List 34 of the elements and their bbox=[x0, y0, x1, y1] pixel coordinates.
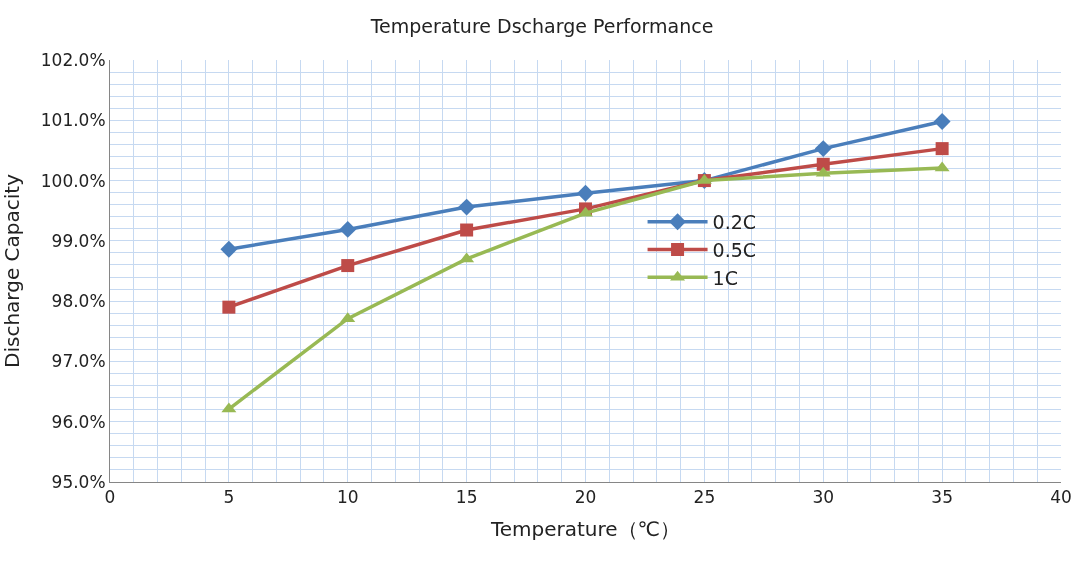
point bbox=[814, 140, 832, 158]
y-tick-label: 101.0% bbox=[40, 110, 106, 131]
x-tick-label: 40 bbox=[1050, 487, 1072, 508]
point bbox=[341, 259, 355, 273]
y-tick-label: 100.0% bbox=[40, 170, 106, 191]
x-tick-label: 25 bbox=[693, 487, 716, 508]
y-axis-title: Discharge Capacity bbox=[0, 173, 25, 368]
legend-label: 1C bbox=[712, 266, 738, 289]
x-tick-label: 10 bbox=[336, 487, 359, 508]
x-tick-label: 35 bbox=[931, 487, 953, 508]
point bbox=[458, 198, 476, 216]
legend-label: 0.5C bbox=[712, 238, 757, 261]
x-tick-label: 5 bbox=[223, 487, 235, 508]
point bbox=[460, 223, 474, 237]
point bbox=[577, 184, 594, 202]
legend-label: 0.2C bbox=[712, 211, 757, 234]
y-tick-label: 97.0% bbox=[51, 351, 106, 372]
point bbox=[816, 157, 830, 171]
chart-title: Temperature Dscharge Performance bbox=[369, 14, 714, 37]
y-tick-label: 102.0% bbox=[40, 49, 106, 70]
point bbox=[935, 142, 949, 156]
x-tick-label: 30 bbox=[812, 487, 835, 508]
point bbox=[222, 300, 236, 314]
point bbox=[339, 220, 357, 238]
point bbox=[933, 113, 951, 130]
x-tick-label: 0 bbox=[104, 487, 116, 508]
y-tick-label: 96.0% bbox=[51, 411, 106, 432]
point bbox=[220, 240, 238, 258]
x-tick-label: 20 bbox=[574, 487, 597, 508]
x-axis-title: Temperature（℃） bbox=[489, 516, 681, 541]
y-tick-label: 99.0% bbox=[51, 230, 106, 251]
y-tick-label: 95.0% bbox=[51, 471, 106, 492]
y-tick-label: 98.0% bbox=[51, 291, 106, 312]
x-tick-label: 15 bbox=[455, 487, 478, 508]
